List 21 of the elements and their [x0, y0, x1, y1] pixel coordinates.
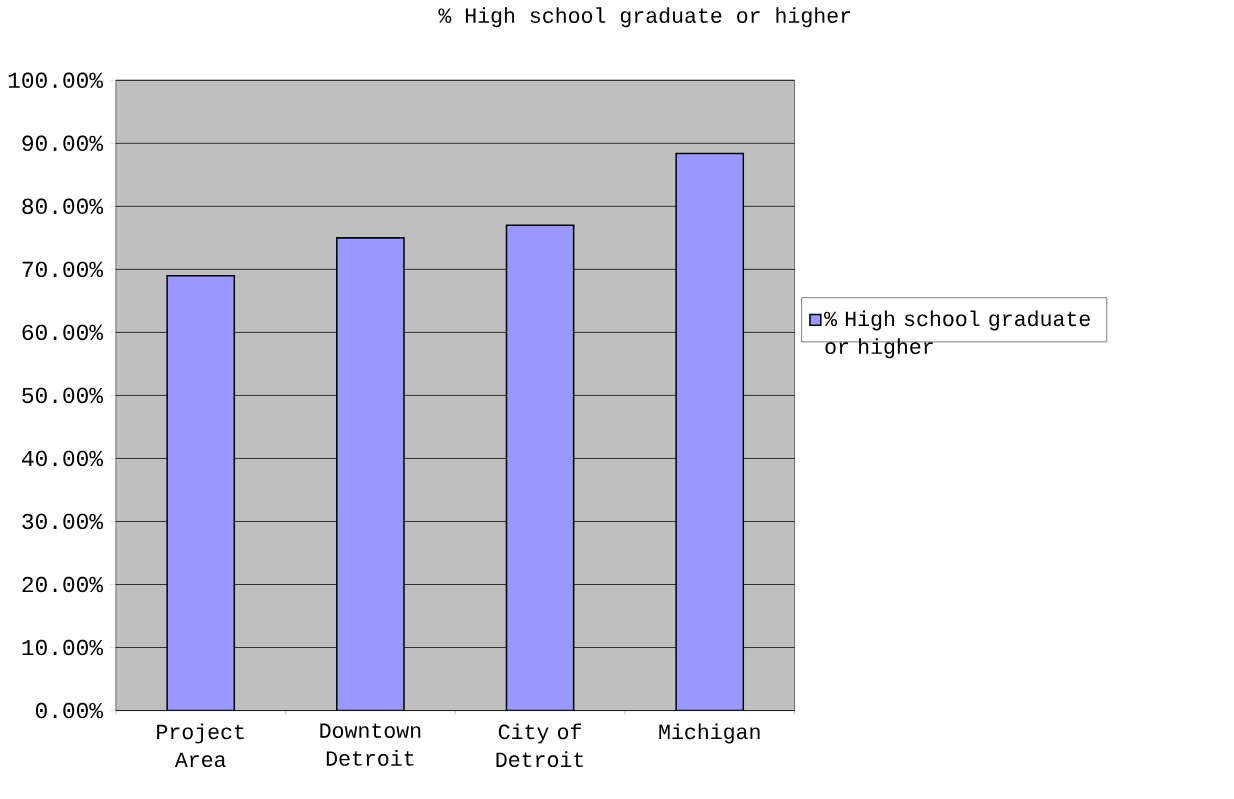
y-tick-label: 0.00%	[35, 702, 104, 719]
bar	[166, 274, 236, 711]
y-tick-label: 100.00%	[8, 72, 104, 89]
y-tick-label: 50.00%	[22, 387, 104, 404]
y-tick-label: 90.00%	[22, 135, 104, 152]
x-tick-label: City of Detroit	[496, 723, 584, 768]
bar	[675, 152, 745, 711]
y-tick-label: 30.00%	[22, 513, 104, 530]
y-tick-label: 70.00%	[22, 261, 104, 278]
bar	[336, 237, 405, 711]
bar	[505, 224, 575, 711]
x-tick-label: Michigan	[659, 723, 760, 744]
y-tick-label: 10.00%	[22, 639, 104, 656]
y-tick-label: 60.00%	[22, 324, 104, 341]
y-tick-label: 80.00%	[22, 198, 104, 215]
x-tick-label: Project Area	[157, 723, 244, 768]
y-tick-label: 40.00%	[22, 450, 104, 467]
chart-title: % High school graduate or higher	[438, 7, 851, 28]
x-tick-label: Downtown Detroit	[320, 723, 421, 766]
y-tick-label: 20.00%	[22, 576, 104, 593]
legend-label: % High school graduate or higher	[824, 310, 1090, 359]
